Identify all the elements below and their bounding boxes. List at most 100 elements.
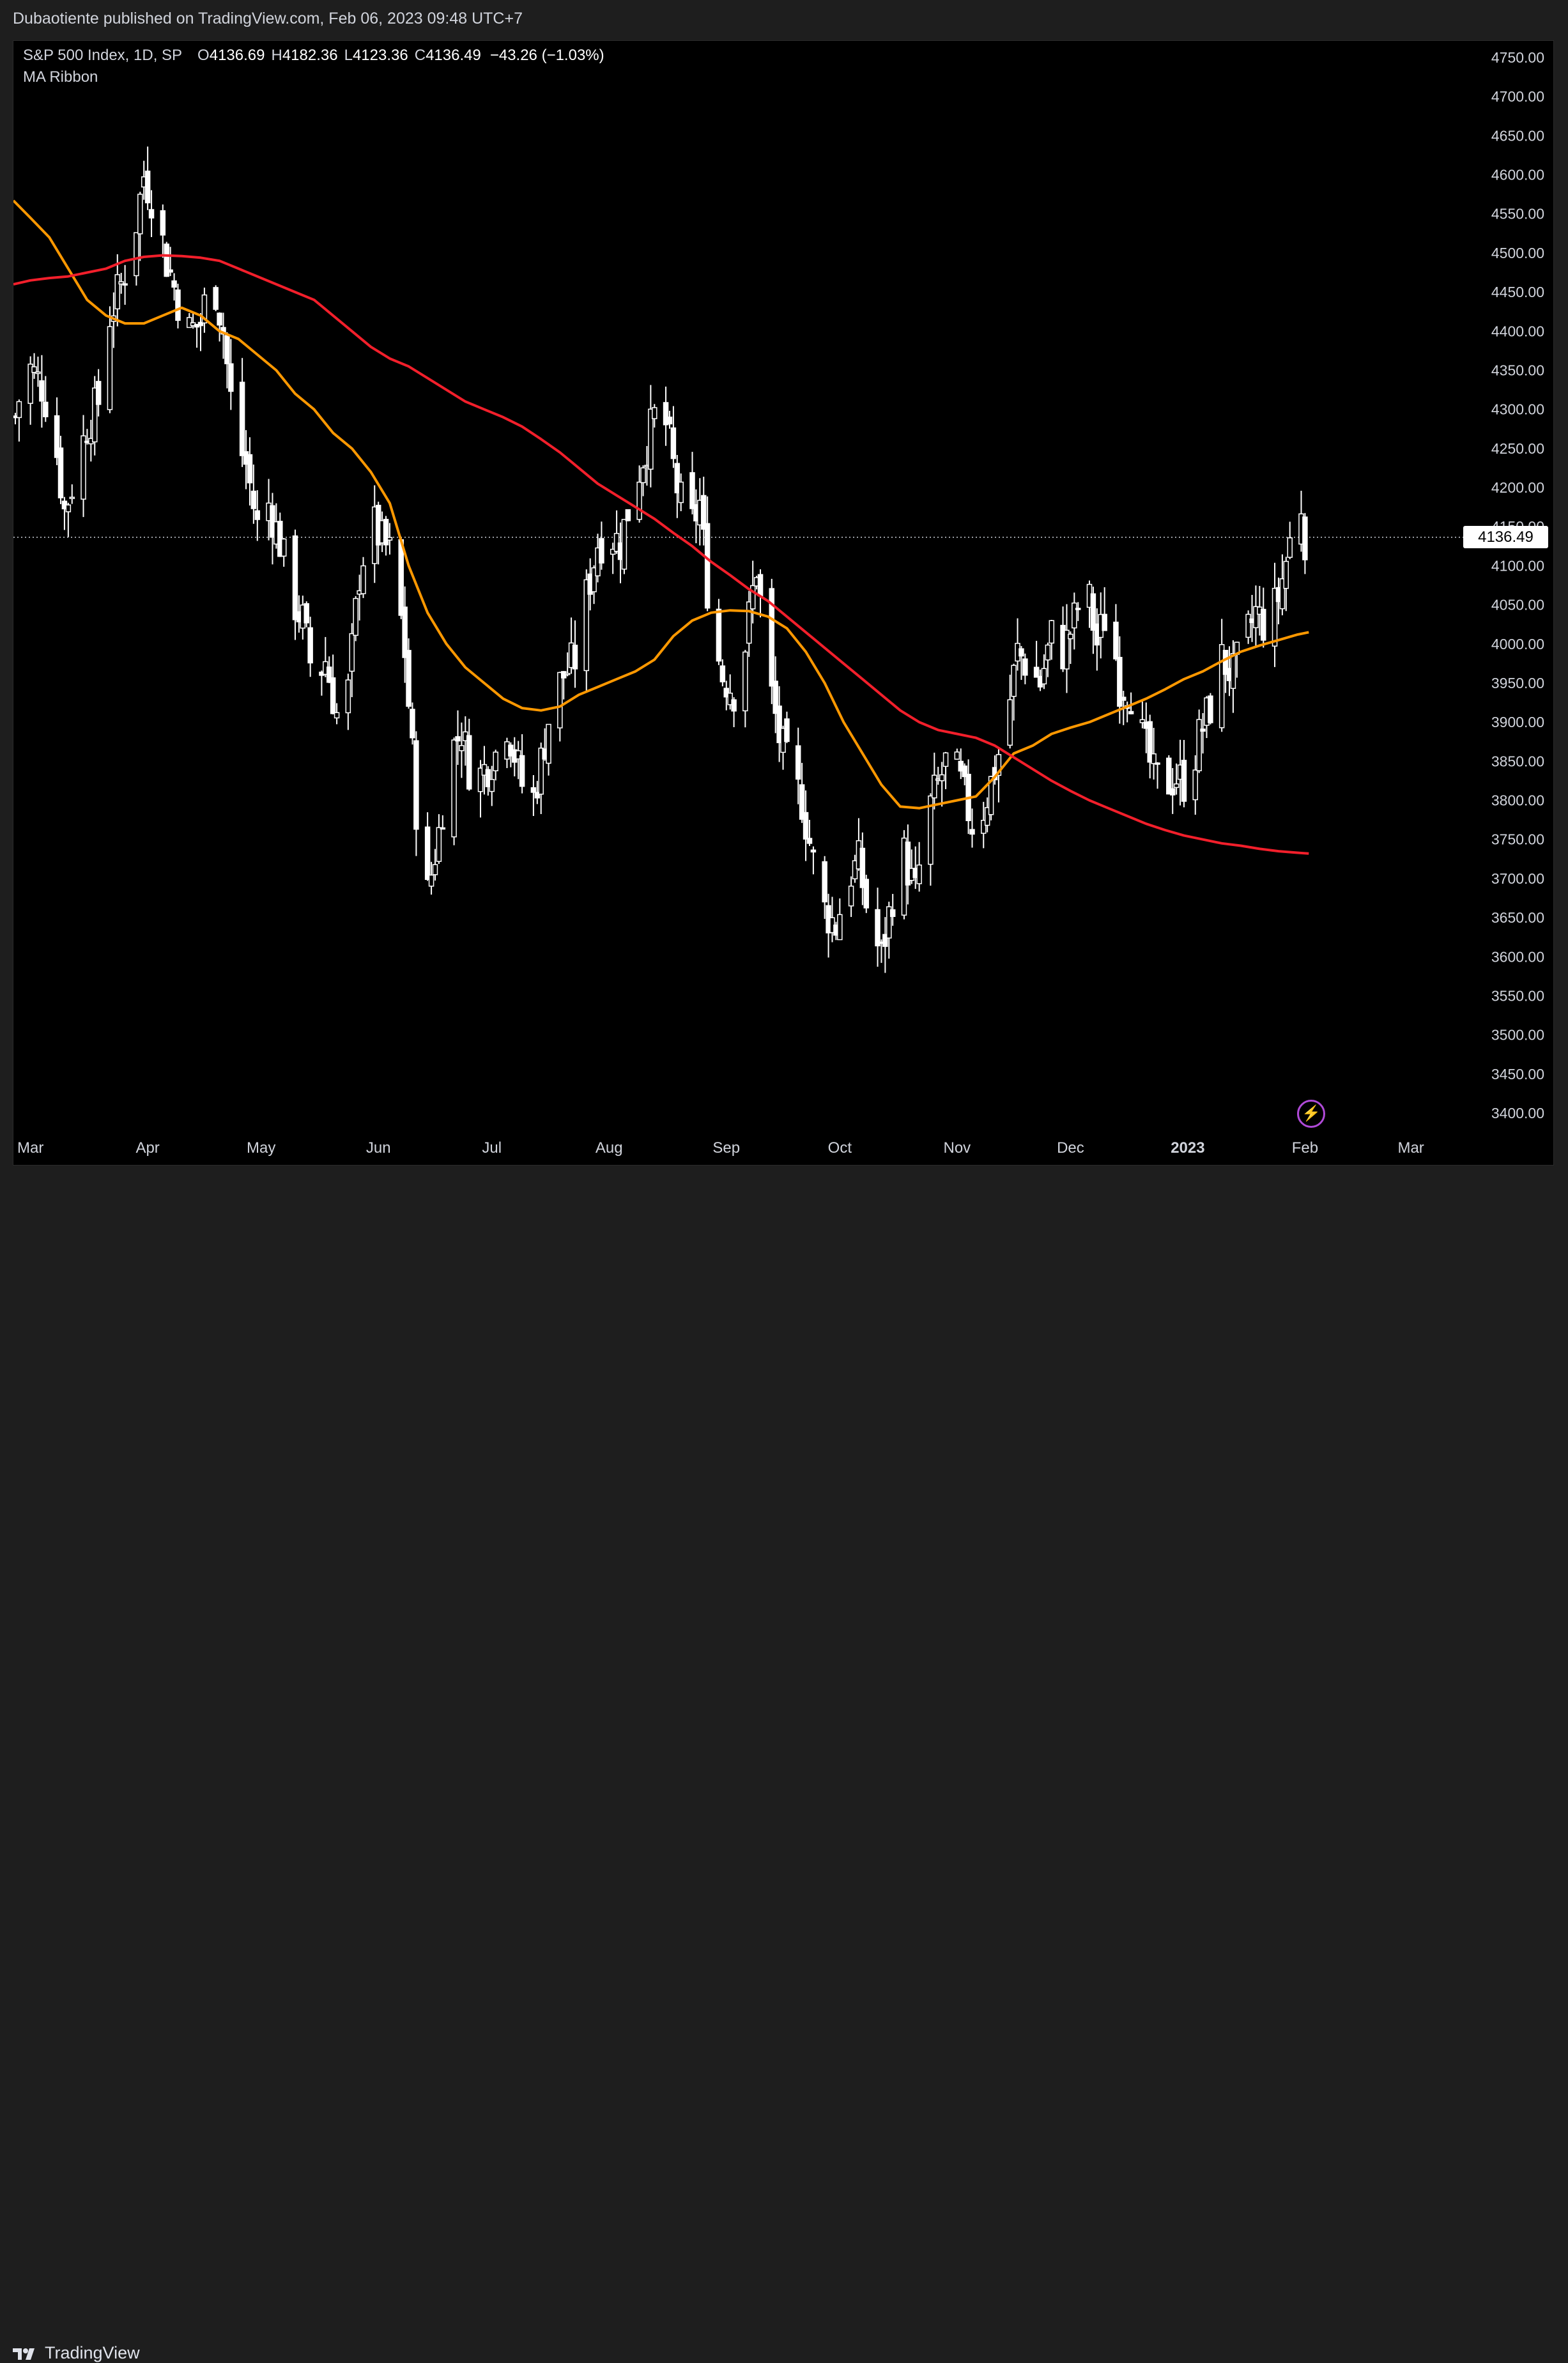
candle-body bbox=[1173, 783, 1180, 789]
candle-body bbox=[1128, 711, 1134, 714]
candle-body bbox=[213, 287, 219, 310]
chart-panel[interactable]: 4750.00 4700.00 4650.00 4600.00 4550.00 4500.… bbox=[13, 40, 1554, 1166]
candle-body bbox=[1166, 757, 1172, 795]
candle-body bbox=[625, 509, 631, 521]
low-value: 4123.36 bbox=[352, 47, 408, 64]
candle-body bbox=[806, 838, 813, 844]
x-tick-label: May bbox=[247, 1139, 275, 1157]
lightning-icon[interactable]: ⚡ bbox=[1297, 1100, 1325, 1128]
candle-body bbox=[1121, 697, 1126, 701]
candle-body bbox=[1022, 658, 1028, 676]
candle-body bbox=[39, 380, 45, 402]
candle-body bbox=[1245, 613, 1251, 638]
tradingview-logo-icon bbox=[13, 2348, 35, 2360]
candle-body bbox=[905, 842, 911, 886]
x-tick-label: Jun bbox=[366, 1139, 391, 1157]
y-tick-label: 4400.00 bbox=[1491, 323, 1544, 339]
price-chart[interactable]: 4750.00 4700.00 4650.00 4600.00 4550.00 4500.… bbox=[13, 41, 1555, 1166]
candle-body bbox=[383, 518, 389, 546]
candle-body bbox=[530, 787, 537, 793]
candle-body bbox=[984, 807, 990, 826]
candle-body bbox=[848, 885, 854, 907]
candle-body bbox=[1279, 578, 1286, 610]
candle-body bbox=[621, 519, 627, 570]
y-tick-label: 4200.00 bbox=[1491, 479, 1544, 496]
candle-body bbox=[406, 650, 411, 707]
candle-body bbox=[69, 496, 75, 499]
candle-body bbox=[678, 481, 684, 504]
x-tick-label: 2023 bbox=[1171, 1139, 1204, 1157]
y-tick-label: 3650.00 bbox=[1491, 909, 1544, 926]
candle-body bbox=[254, 510, 261, 520]
candle-body bbox=[1196, 719, 1202, 771]
candle-body bbox=[1287, 537, 1293, 558]
candle-body bbox=[1253, 606, 1259, 629]
candle-body bbox=[859, 847, 866, 888]
candle-body bbox=[1272, 587, 1278, 647]
candle-body bbox=[281, 538, 287, 557]
brand[interactable]: TradingView bbox=[13, 2343, 140, 2363]
candle-body bbox=[160, 210, 166, 236]
candle-body bbox=[799, 784, 805, 820]
x-tick-label: Nov bbox=[943, 1139, 971, 1157]
y-tick-label: 4700.00 bbox=[1491, 88, 1544, 105]
y-tick-label: 4500.00 bbox=[1491, 245, 1544, 261]
symbol-label[interactable]: S&P 500 Index, 1D, SP bbox=[23, 47, 183, 64]
y-tick-label: 4250.00 bbox=[1491, 440, 1544, 457]
candle-body bbox=[217, 312, 222, 326]
candle-body bbox=[398, 539, 404, 616]
y-tick-label: 3700.00 bbox=[1491, 870, 1544, 887]
y-tick-label: 3600.00 bbox=[1491, 948, 1544, 965]
candle-body bbox=[534, 792, 541, 799]
header-bar: Dubaotiente published on TradingView.com… bbox=[0, 0, 1568, 40]
candle-body bbox=[727, 693, 733, 705]
candle-body bbox=[519, 755, 525, 787]
candle-body bbox=[772, 681, 778, 714]
candle-body bbox=[137, 194, 143, 235]
candle-body bbox=[591, 567, 597, 592]
candle-body bbox=[1064, 629, 1070, 670]
indicator-label[interactable]: MA Ribbon bbox=[23, 68, 98, 86]
candle-body bbox=[954, 751, 960, 760]
y-tick-label: 3800.00 bbox=[1491, 792, 1544, 809]
y-tick-label: 3850.00 bbox=[1491, 753, 1544, 769]
candle-body bbox=[432, 864, 438, 875]
candle-body bbox=[1072, 602, 1077, 629]
candle-body bbox=[795, 745, 801, 780]
candle-body bbox=[224, 335, 230, 365]
candle-body bbox=[250, 490, 257, 509]
x-tick-label: Mar bbox=[17, 1139, 43, 1157]
candle-body bbox=[837, 914, 843, 941]
last-price-tag: 4136.49 bbox=[1463, 526, 1548, 548]
candle-body bbox=[546, 723, 551, 764]
candle-body bbox=[652, 407, 657, 419]
candle-body bbox=[345, 679, 351, 714]
low-label: L bbox=[344, 47, 353, 64]
candle-body bbox=[1169, 788, 1176, 796]
candle-body bbox=[201, 294, 208, 324]
y-tick-label: 3450.00 bbox=[1491, 1066, 1544, 1082]
candle-body bbox=[436, 827, 442, 862]
y-tick-label: 3550.00 bbox=[1491, 987, 1544, 1004]
candle-body bbox=[304, 603, 309, 624]
candle-body bbox=[1090, 593, 1096, 631]
candle-body bbox=[939, 774, 945, 781]
y-tick-label: 3900.00 bbox=[1491, 714, 1544, 730]
candle-body bbox=[489, 779, 495, 792]
candle-body bbox=[889, 909, 896, 918]
candle-body bbox=[466, 735, 472, 790]
candle-body bbox=[981, 820, 987, 834]
candle-body bbox=[1302, 516, 1308, 560]
candle-body bbox=[988, 776, 994, 815]
published-text: Dubaotiente published on TradingView.com… bbox=[13, 10, 523, 27]
candle-body bbox=[538, 748, 544, 795]
candle-body bbox=[1147, 721, 1153, 763]
candle-body bbox=[932, 774, 937, 799]
candle-body bbox=[803, 812, 809, 840]
candle-body bbox=[731, 699, 737, 712]
candle-body bbox=[969, 829, 975, 835]
y-tick-label: 4100.00 bbox=[1491, 557, 1544, 574]
candle-body bbox=[31, 366, 37, 373]
candle-body bbox=[995, 754, 1002, 776]
candle-body bbox=[1230, 653, 1236, 689]
